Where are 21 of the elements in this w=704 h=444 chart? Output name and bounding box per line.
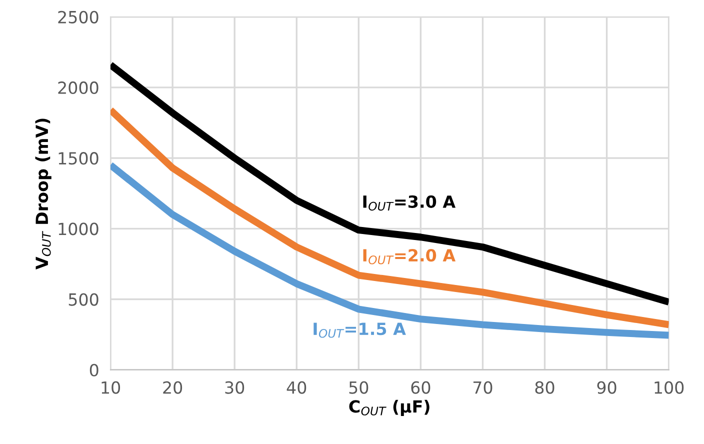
series-label: I$_{OUT}$=1.5 A [314, 322, 406, 338]
x-tick-label: 10 [102, 381, 120, 394]
series-label: I$_{OUT}$=3.0 A [363, 195, 456, 211]
x-tick-label: 30 [225, 381, 244, 394]
x-tick-label: 90 [597, 381, 616, 394]
x-tick-label: 80 [535, 381, 554, 394]
y-tick-label: 0 [90, 364, 98, 376]
x-tick-label: 70 [473, 381, 492, 394]
y-tick-label: 1500 [58, 152, 98, 165]
x-axis-title: C$_{OUT}$ (µF) [349, 400, 430, 416]
y-axis-title: V$_{OUT}$ Droop (mV) [35, 118, 52, 270]
x-tick-label: 100 [654, 381, 684, 394]
y-tick-label: 1000 [58, 222, 98, 236]
y-tick-label: 2500 [58, 10, 98, 24]
x-tick-label: 60 [411, 381, 430, 394]
x-tick-label: 20 [163, 381, 182, 394]
series-label: I$_{OUT}$=2.0 A [363, 248, 456, 264]
y-tick-label: 2000 [58, 81, 98, 94]
x-tick-label: 50 [349, 381, 368, 394]
x-tick-label: 40 [286, 381, 306, 394]
y-tick-label: 500 [68, 293, 98, 306]
